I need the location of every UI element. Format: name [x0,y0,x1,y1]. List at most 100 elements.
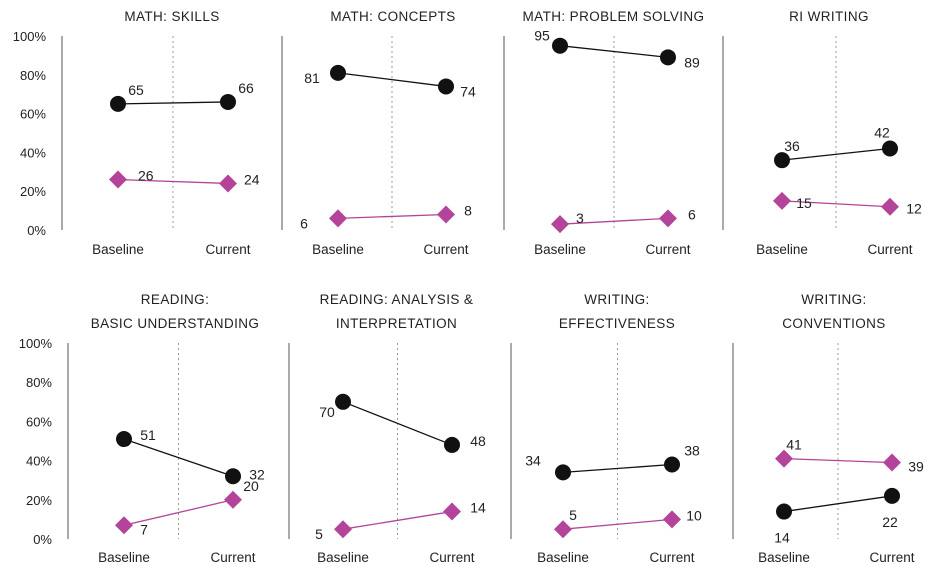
dark-series-point [774,152,790,169]
x-category-label: Current [429,550,474,565]
data-label: 89 [684,54,700,70]
data-label: 41 [786,437,802,453]
magenta-series-line [123,499,234,526]
magenta-series-point [554,520,572,539]
dark-series-point [444,436,460,453]
magenta-series-point [551,215,569,234]
dark-series-point [882,140,898,157]
data-label: 51 [140,427,156,443]
panel-title: MATH: CONCEPTS [330,9,455,24]
y-tick-label: 60% [26,414,52,429]
dark-series-point [884,487,900,504]
data-label: 5 [315,526,323,542]
dark-series-line [342,401,453,446]
y-tick-label: 100% [19,336,53,351]
x-category-label: Current [867,242,912,257]
magenta-series-point [224,490,242,509]
x-category-label: Current [649,550,694,565]
magenta-series-line [562,518,673,530]
magenta-series-line [781,200,891,208]
data-label: 34 [525,452,541,468]
dark-series-point [110,95,126,112]
data-label: 32 [249,466,265,482]
x-category-label: Current [205,242,250,257]
dark-series-point [335,393,351,410]
panel-title: WRITING: [584,292,649,307]
y-tick-label: 20% [26,493,52,508]
data-label: 7 [140,521,148,537]
data-label: 70 [319,404,335,420]
magenta-series-point [881,197,899,216]
dark-series-point [225,468,241,485]
data-label: 14 [774,530,790,546]
magenta-series-point [663,510,681,529]
dark-series-point [555,464,571,481]
data-label: 95 [534,28,550,44]
y-tick-label: 0% [27,223,46,238]
data-label: 38 [684,443,700,459]
dark-series-line [117,101,229,105]
data-label: 3 [576,210,584,226]
dark-series-line [783,495,893,513]
x-category-label: Current [869,550,914,565]
x-category-label: Baseline [537,550,589,565]
data-label: 36 [784,138,800,154]
dark-series-point [330,64,346,81]
magenta-series-point [773,191,791,210]
magenta-series-line [117,178,229,185]
y-tick-label: 80% [26,375,52,390]
x-category-label: Baseline [534,242,586,257]
magenta-series-point [109,170,127,189]
dark-series-line [559,45,669,58]
dark-series-line [781,147,891,161]
x-category-label: Baseline [317,550,369,565]
y-tick-label: 100% [13,29,47,44]
dark-series-point [664,456,680,473]
magenta-series-line [342,510,453,530]
x-category-label: Baseline [92,242,144,257]
magenta-series-point [219,174,237,193]
data-label: 10 [686,507,702,523]
data-label: 66 [238,80,254,96]
magenta-series-point [334,520,352,539]
magenta-series-line [783,457,893,464]
panel-title: MATH: PROBLEM SOLVING [523,9,705,24]
dark-series-line [337,72,447,88]
dark-series-point [438,78,454,95]
data-label: 48 [470,433,486,449]
data-label: 22 [882,514,898,530]
data-label: 65 [128,82,144,98]
dark-series-line [123,438,234,477]
data-label: 81 [304,70,320,86]
dark-series-point [776,503,792,520]
magenta-series-line [559,217,669,225]
panel-title: READING: ANALYSIS & [320,292,474,307]
data-label: 12 [906,201,922,217]
data-label: 20 [243,478,259,494]
x-category-label: Current [210,550,255,565]
y-tick-label: 60% [20,107,46,122]
dark-series-point [660,49,676,66]
data-label: 74 [460,83,476,99]
data-label: 6 [688,206,696,222]
y-tick-label: 40% [26,454,52,469]
x-category-label: Baseline [756,242,808,257]
data-label: 8 [464,202,472,218]
magenta-series-point [437,205,455,224]
panel-title: MATH: SKILLS [124,9,219,24]
magenta-series-point [659,209,677,228]
data-label: 26 [138,168,154,184]
data-label: 14 [470,500,486,516]
data-label: 6 [300,215,308,231]
y-tick-label: 40% [20,145,46,160]
panel-title: WRITING: [801,292,866,307]
magenta-series-line [337,213,447,220]
magenta-series-point [443,502,461,521]
dark-series-point [220,93,236,110]
panel-title: EFFECTIVENESS [559,316,675,331]
panel-title: RI WRITING [789,9,869,24]
dark-series-line [562,463,673,474]
data-label: 15 [796,195,812,211]
